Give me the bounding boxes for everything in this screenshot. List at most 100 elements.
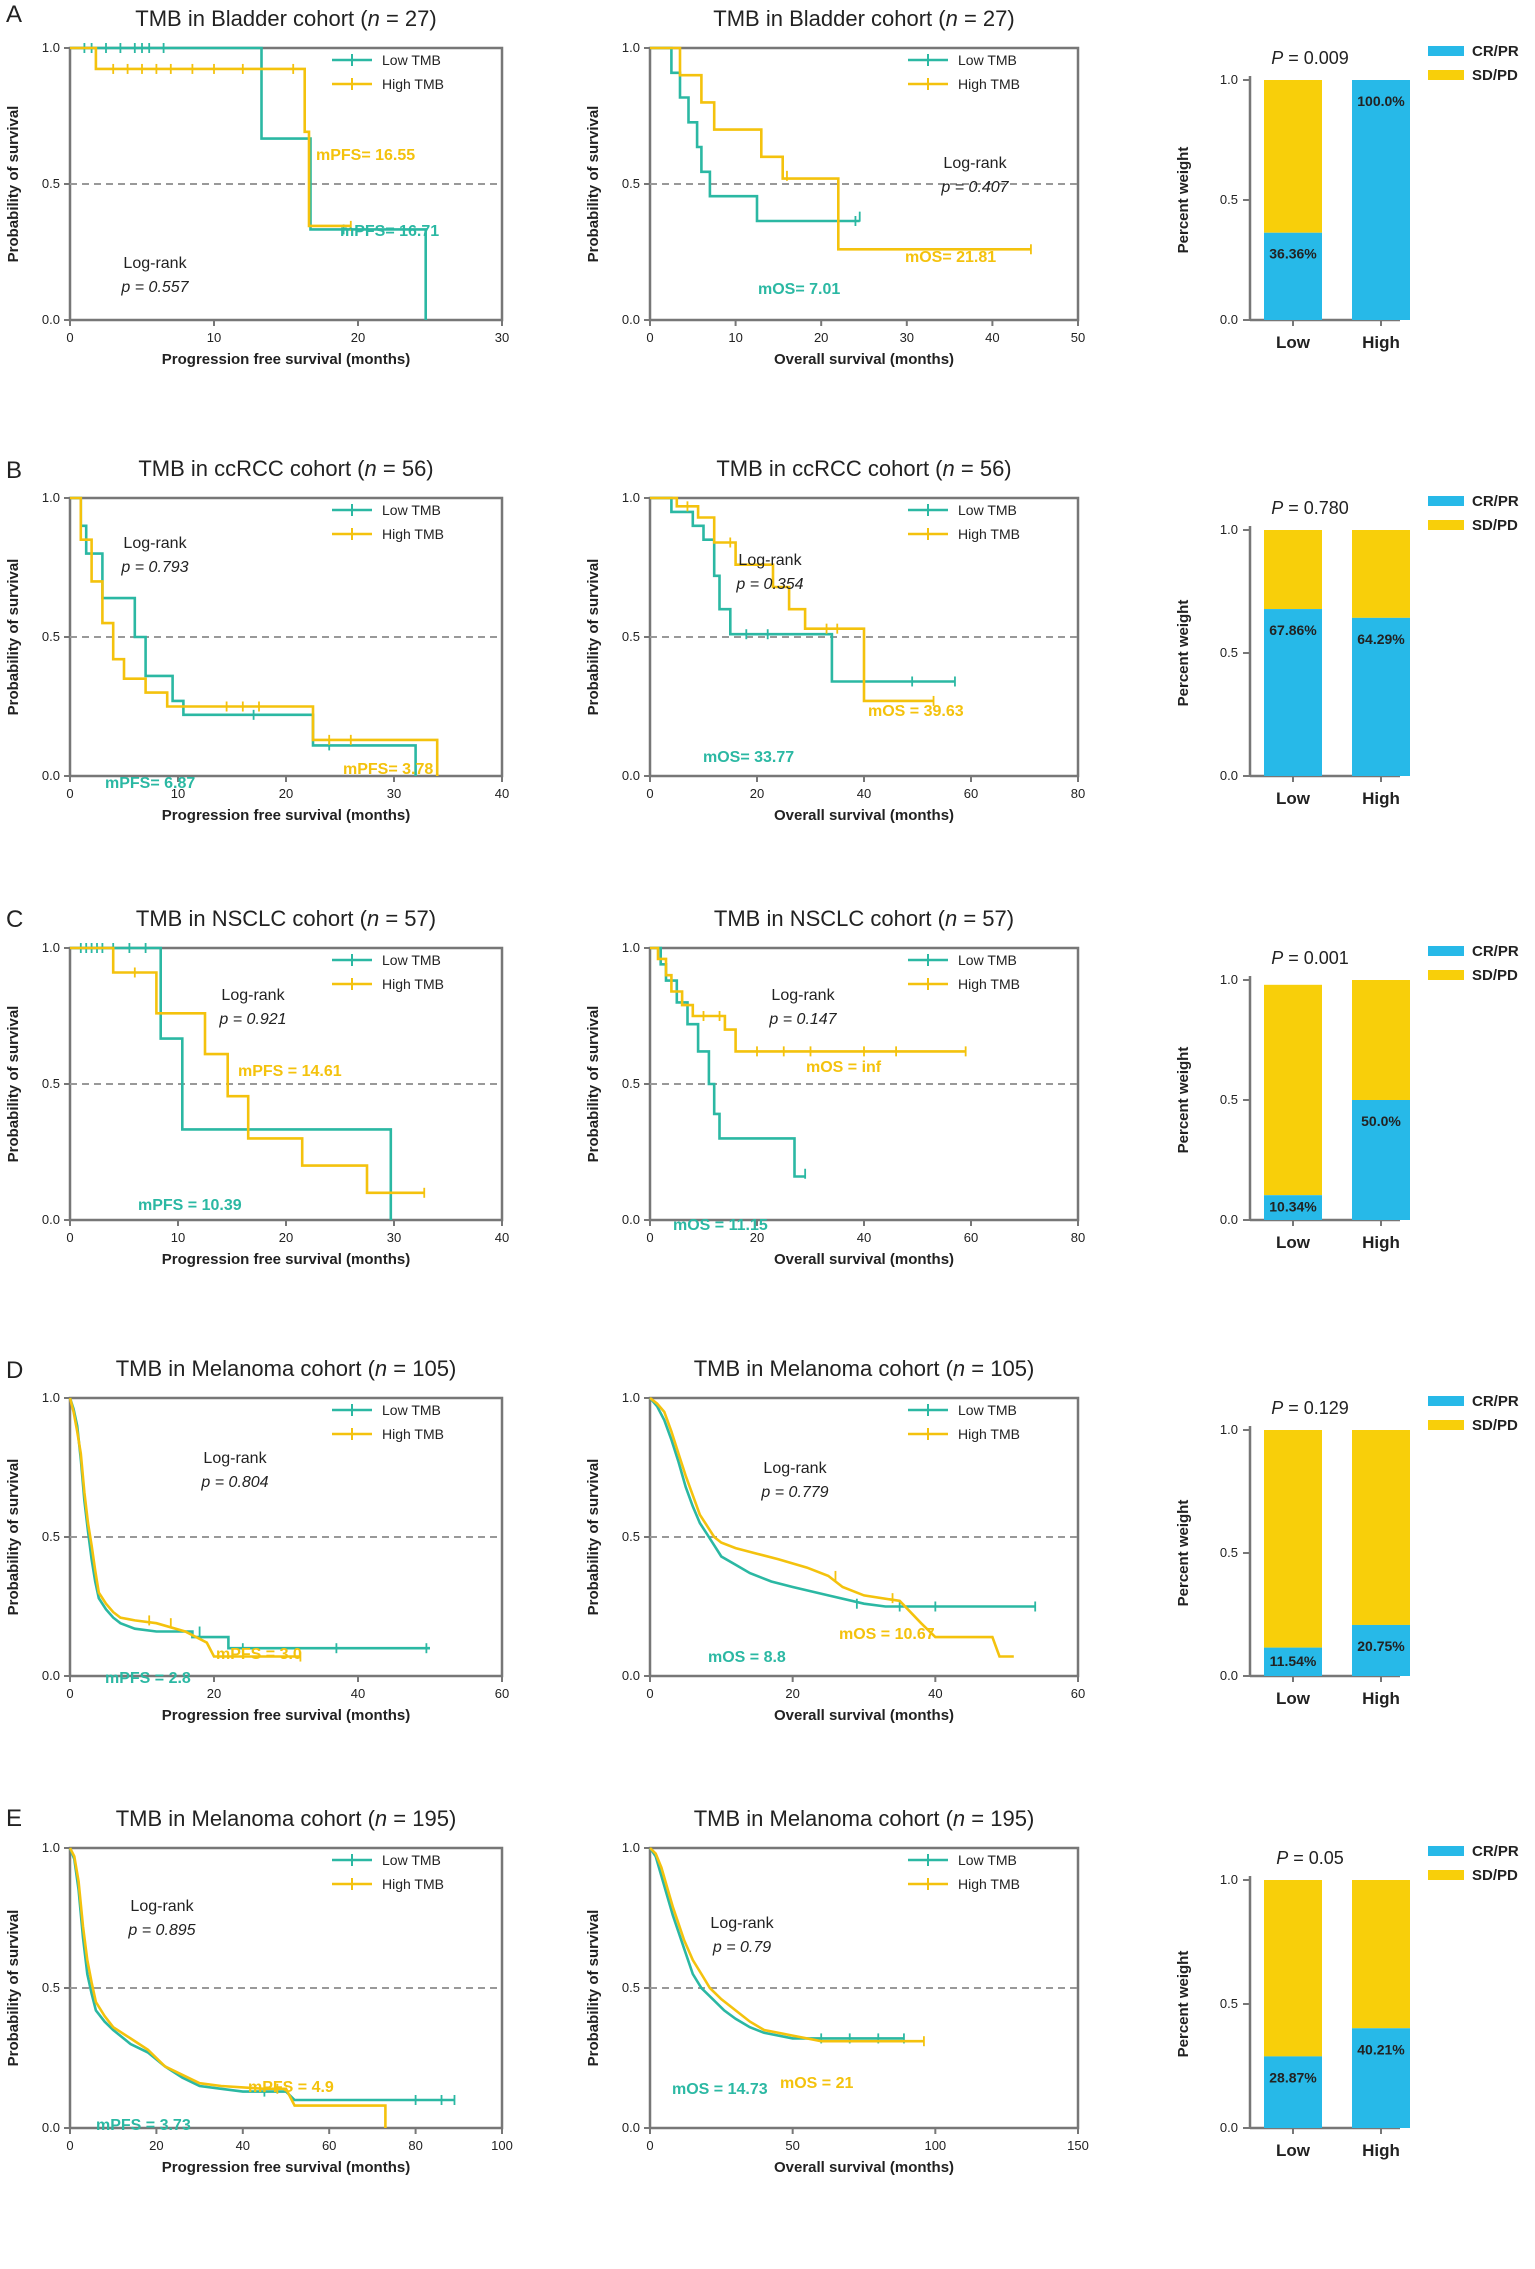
title-n: n <box>375 1806 387 1831</box>
x-tick-label: 80 <box>408 2138 422 2153</box>
y-tick-label: 0.0 <box>622 1668 640 1683</box>
logrank-p-value: p = 0.79 <box>712 1939 771 1956</box>
x-tick-label: 100 <box>491 2138 513 2153</box>
bar-p-value: P = 0.05 <box>1276 1848 1344 1868</box>
y-tick-label: 0.5 <box>622 1076 640 1091</box>
x-tick-label: 150 <box>1067 2138 1089 2153</box>
y-tick-label: 0.0 <box>622 312 640 327</box>
survival-curve-low-tmb <box>650 496 955 683</box>
bar-y-tick-label: 0.0 <box>1220 2120 1238 2135</box>
y-tick-label: 0.5 <box>42 629 60 644</box>
legend-label-sdpd: SD/PD <box>1472 67 1518 84</box>
bar-y-tick-label: 0.5 <box>1220 1545 1238 1560</box>
x-tick-label: 20 <box>814 330 828 345</box>
y-tick-label: 1.0 <box>622 940 640 955</box>
median-low-label: mPFS= 16.71 <box>340 223 439 240</box>
bar-y-tick-label: 0.5 <box>1220 1996 1238 2011</box>
chart-title: TMB in NSCLC cohort (n = 57) <box>714 906 1014 931</box>
km-chart-E-os: TMB in Melanoma cohort (n = 195) 0.0 0.5 1.… <box>585 1806 1089 2176</box>
y-tick-label: 0.5 <box>622 176 640 191</box>
bar-sdpd-high <box>1352 530 1410 618</box>
y-axis-label: Probability of survival <box>5 559 22 716</box>
y-tick-label: 0.5 <box>42 1076 60 1091</box>
median-low-label: mPFS = 10.39 <box>138 1197 242 1214</box>
median-high-label: mPFS= 3.78 <box>343 761 433 778</box>
survival-curve-high-tmb <box>649 1847 924 2043</box>
y-tick-label: 1.0 <box>42 1390 60 1405</box>
median-low-label: mPFS = 3.73 <box>96 2117 191 2134</box>
logrank-label: Log-rank <box>130 1898 194 1915</box>
bar-y-tick-label: 1.0 <box>1220 522 1238 537</box>
title-count: = 56) <box>377 456 434 481</box>
bar-sdpd-low <box>1264 1880 1322 2057</box>
title-n: n <box>375 1356 387 1381</box>
median-high-label: mOS = 10.67 <box>839 1626 935 1643</box>
legend-label-high: High TMB <box>382 526 444 542</box>
bar-crpr-high <box>1352 1100 1410 1220</box>
bar-crpr-low <box>1264 1195 1322 1220</box>
x-tick-label: 80 <box>1071 1230 1085 1245</box>
legend-label-high: High TMB <box>958 1426 1020 1442</box>
p-symbol: P <box>1271 498 1283 518</box>
legend-label-low: Low TMB <box>958 52 1017 68</box>
median-low-label: mOS = 8.8 <box>708 1649 786 1666</box>
chart-title: TMB in Melanoma cohort (n = 105) <box>694 1356 1035 1381</box>
y-axis-label: Probability of survival <box>585 1006 602 1163</box>
survival-curve-high-tmb <box>68 1397 301 1658</box>
bar-p-value: P = 0.780 <box>1271 498 1349 518</box>
y-tick-label: 1.0 <box>622 1390 640 1405</box>
panel-letter-d: D <box>6 1357 23 1384</box>
y-tick-label: 0.5 <box>622 1980 640 1995</box>
legend-label-low: Low TMB <box>958 952 1017 968</box>
median-high-label: mPFS = 14.61 <box>238 1063 342 1080</box>
km-chart-A-os: TMB in Bladder cohort (n = 27) 0.0 0.5 1.0 0… <box>585 6 1085 368</box>
x-tick-label: 40 <box>928 1686 942 1701</box>
y-tick-label: 1.0 <box>42 1840 60 1855</box>
logrank-label: Log-rank <box>203 1450 267 1467</box>
p-symbol: P <box>1271 948 1283 968</box>
bar-chart-C-bar: P = 0.001 0.0 0.5 1.0 Percent weight Low 10.34… <box>1175 943 1519 1252</box>
km-chart-D-os: TMB in Melanoma cohort (n = 105) 0.0 0.5 1.… <box>585 1356 1085 1724</box>
y-axis-label: Probability of survival <box>585 559 602 716</box>
panel-letter-e: E <box>6 1805 22 1832</box>
y-tick-label: 1.0 <box>42 490 60 505</box>
chart-title: TMB in Bladder cohort (n = 27) <box>713 6 1014 31</box>
survival-curve-high-tmb <box>650 46 1031 251</box>
legend-label-low: Low TMB <box>382 1402 441 1418</box>
x-axis-label: Progression free survival (months) <box>162 1251 410 1268</box>
x-tick-label: 50 <box>785 2138 799 2153</box>
bar-y-tick-label: 1.0 <box>1220 972 1238 987</box>
survival-curve-high-tmb <box>649 1396 1014 1658</box>
bar-crpr-low <box>1264 232 1322 320</box>
title-n: n <box>943 456 955 481</box>
bar-chart-A-bar: P = 0.009 0.0 0.5 1.0 Percent weight Low 36.36… <box>1175 43 1519 352</box>
bar-y-tick-label: 0.0 <box>1220 1212 1238 1227</box>
panel-letter-a: A <box>6 1 22 28</box>
x-axis-label: Progression free survival (months) <box>162 807 410 824</box>
y-tick-label: 1.0 <box>42 40 60 55</box>
bar-y-tick-label: 0.0 <box>1220 312 1238 327</box>
bar-sdpd-high <box>1352 1430 1410 1625</box>
legend-swatch-crpr <box>1428 1846 1464 1856</box>
x-tick-label: 40 <box>857 1230 871 1245</box>
legend-swatch-sdpd <box>1428 520 1464 530</box>
y-axis-label: Probability of survival <box>585 106 602 263</box>
bar-y-tick-label: 1.0 <box>1220 1422 1238 1437</box>
y-tick-label: 0.0 <box>42 312 60 327</box>
logrank-p-value: p = 0.804 <box>200 1474 268 1491</box>
y-tick-label: 1.0 <box>622 490 640 505</box>
bar-category-label: High <box>1362 1689 1400 1708</box>
legend-label-sdpd: SD/PD <box>1472 517 1518 534</box>
y-axis-label: Probability of survival <box>5 1459 22 1616</box>
bar-sdpd-high <box>1352 1880 1410 2029</box>
bar-y-axis-label: Percent weight <box>1175 1500 1192 1607</box>
survival-curve-low-tmb <box>68 1397 430 1650</box>
median-low-label: mOS= 7.01 <box>758 281 840 298</box>
survival-curve-low-tmb <box>650 946 806 1178</box>
km-chart-B-os: TMB in ccRCC cohort (n = 56) 0.0 0.5 1.0 0 20… <box>585 456 1085 824</box>
title-n: n <box>367 906 379 931</box>
x-tick-label: 20 <box>785 1686 799 1701</box>
bar-y-tick-label: 0.0 <box>1220 768 1238 783</box>
bar-category-label: High <box>1362 1233 1400 1252</box>
chart-title: TMB in Melanoma cohort (n = 195) <box>116 1806 457 1831</box>
